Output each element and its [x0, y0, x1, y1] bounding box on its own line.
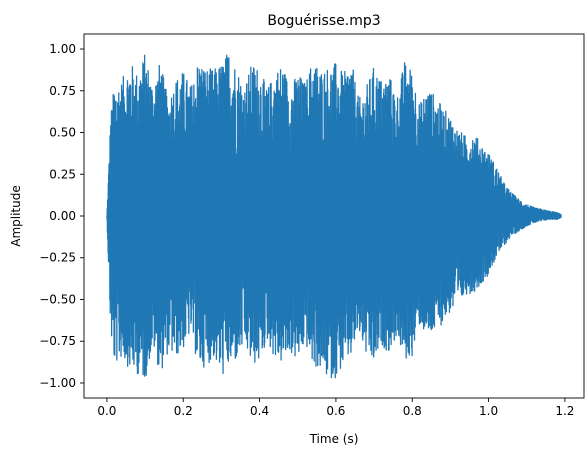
x-tick-label: 0.4: [250, 404, 269, 418]
plot-area: [106, 54, 562, 379]
y-axis-label: Amplitude: [9, 185, 23, 247]
y-tick-label: 1.00: [49, 42, 76, 56]
y-tick-label: −0.25: [39, 251, 76, 265]
y-tick-label: 0.00: [49, 209, 76, 223]
x-tick-label: 1.2: [555, 404, 574, 418]
x-axis-label: Time (s): [309, 432, 359, 446]
chart-title: Boguérisse.mp3: [267, 13, 380, 29]
y-tick-label: −1.00: [39, 376, 76, 390]
axes: 0.0 0.2 0.4 0.6 0.8 1.0 1.2 1.00 0.75 0.50 0.25 0.0…: [39, 42, 574, 418]
waveform-line: [106, 54, 562, 379]
x-tick-label: 0.6: [326, 404, 345, 418]
x-tick-label: 0.0: [97, 404, 116, 418]
y-tick-label: −0.75: [39, 334, 76, 348]
x-tick-label: 0.2: [174, 404, 193, 418]
plot-frame: [83, 33, 585, 399]
x-tick-label: 1.0: [479, 404, 498, 418]
y-tick-label: 0.75: [49, 84, 76, 98]
y-tick-label: −0.50: [39, 292, 76, 306]
y-tick-label: 0.50: [49, 126, 76, 140]
x-tick-label: 0.8: [403, 404, 422, 418]
y-tick-label: 0.25: [49, 167, 76, 181]
